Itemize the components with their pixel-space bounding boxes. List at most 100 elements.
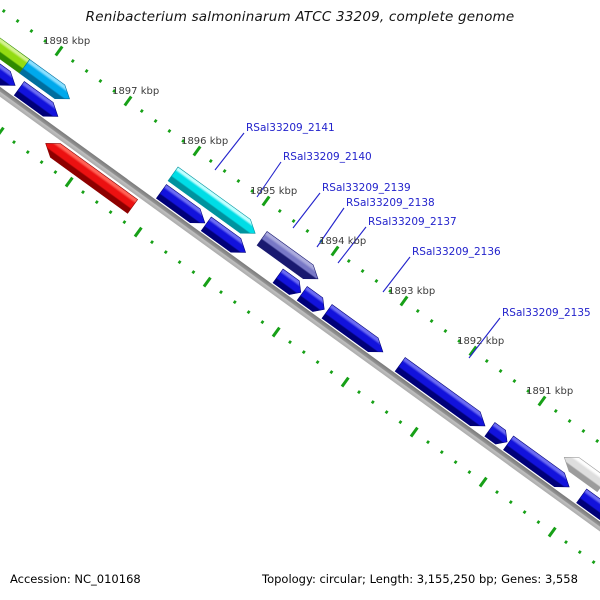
minor-tick-mark [191,270,196,275]
minor-tick-mark [94,200,99,205]
minor-tick-mark [236,179,241,183]
minor-tick-mark [457,339,462,343]
major-tick-mark [537,395,547,407]
gene-arrow-blue [484,422,508,445]
minor-tick-mark [398,420,403,425]
major-tick-mark [340,376,350,388]
minor-tick-mark [277,209,282,213]
minor-tick-mark [522,510,527,515]
gene-label: RSal33209_2140 [283,151,372,163]
minor-tick-mark [526,389,531,393]
gene-arrow-red [45,143,139,214]
minor-tick-mark [564,540,568,545]
minor-tick-mark [112,89,117,93]
major-tick-mark [133,226,143,238]
minor-tick-mark [305,229,310,233]
minor-tick-mark [167,129,172,133]
minor-tick-mark [581,429,586,433]
minor-tick-mark [426,440,430,445]
gene-leader-line [382,256,411,293]
minor-tick-mark [232,300,237,305]
minor-tick-mark [122,220,127,225]
gene-arrow-blue [296,286,325,312]
minor-tick-mark [81,190,85,195]
minor-tick-mark [467,470,472,475]
minor-tick-mark [208,159,213,163]
minor-tick-mark [388,289,393,293]
major-tick-mark [64,176,74,188]
major-tick-mark [468,345,478,357]
footer-accession: Accession: NC_010168 [10,572,141,586]
gene-label: RSal33209_2138 [346,197,435,209]
minor-tick-mark [153,119,158,123]
ruler-label: 1896 kbp [181,136,228,147]
minor-tick-mark [484,359,489,363]
minor-tick-mark [567,419,572,423]
major-tick-mark [123,95,133,107]
gene-leader-line [256,161,282,198]
minor-tick-mark [512,379,517,383]
minor-tick-mark [1,9,6,13]
minor-tick-mark [370,400,375,405]
minor-tick-mark [357,390,361,395]
major-tick-mark [409,426,419,438]
footer-stats: Topology: circular; Length: 3,155,250 bp… [262,572,578,586]
minor-tick-mark [498,369,503,373]
genome-backbone [0,86,600,532]
major-tick-mark [478,476,488,488]
minor-tick-mark [108,210,113,215]
minor-tick-mark [84,69,89,73]
page-title: Renibacterium salmoninarum ATCC 33209, c… [85,9,515,25]
minor-tick-mark [553,409,558,413]
gene-leader-line [292,192,321,229]
gene-arrow-slate [256,231,319,280]
gene-label: RSal33209_2135 [502,307,591,319]
ruler-label: 1894 kbp [319,236,366,247]
minor-tick-mark [384,410,389,415]
minor-tick-mark [12,140,16,145]
major-tick-mark [399,295,409,307]
gene-arrow-blue [0,63,16,86]
ruler-label: 1892 kbp [457,336,504,347]
minor-tick-mark [177,260,182,265]
minor-tick-mark [595,439,600,443]
gene-label: RSal33209_2139 [322,182,411,194]
minor-tick-mark [453,460,458,465]
major-tick-mark [271,326,281,338]
gene-arrow-deepsky [19,59,70,100]
minor-tick-mark [260,320,265,325]
major-tick-mark [261,195,271,207]
minor-tick-mark [301,350,306,355]
minor-tick-mark [222,169,227,173]
gene-arrow-blue [13,81,59,117]
minor-tick-mark [139,109,144,113]
minor-tick-mark [181,139,186,143]
ruler-label: 1895 kbp [250,186,297,197]
minor-tick-mark [150,240,154,245]
ruler-ticks [0,9,600,565]
major-tick-mark [0,126,5,135]
minor-tick-mark [246,310,251,315]
minor-tick-mark [39,160,44,165]
minor-tick-mark [415,309,420,313]
gene-annotations: RSal33209_2141 RSal33209_2140 RSal33209_21… [214,122,591,359]
gene-leader-line [214,132,245,171]
minor-tick-mark [70,59,75,63]
major-tick-mark [192,145,202,157]
minor-tick-mark [43,39,48,43]
gene-arrow-aqua [167,166,256,234]
minor-tick-mark [15,19,20,23]
ruler-label: 1897 kbp [112,86,159,97]
gene-arrow-chartreuse [0,37,31,74]
major-tick-mark [330,245,340,257]
ruler-label: 1893 kbp [388,286,435,297]
ruler-label: 1898 kbp [43,36,90,47]
gene-label: RSal33209_2141 [246,122,335,134]
minor-tick-mark [98,79,103,83]
gene-label: RSal33209_2136 [412,246,501,258]
minor-tick-mark [29,29,34,33]
minor-tick-mark [360,269,365,273]
gene-arrow-blue [576,488,600,521]
minor-tick-mark [591,560,596,565]
minor-tick-mark [329,370,334,375]
